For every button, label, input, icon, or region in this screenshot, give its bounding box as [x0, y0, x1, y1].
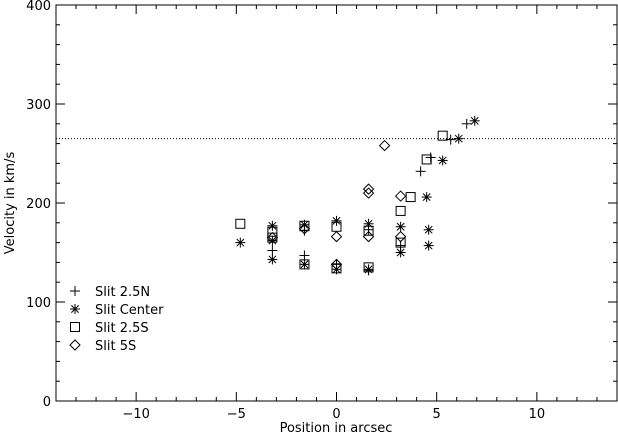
data-point-square [363, 225, 374, 236]
x-tick-label: 5 [433, 407, 441, 422]
data-point-square [363, 262, 374, 273]
legend-marker-plus [70, 286, 80, 296]
data-point-asterisk [395, 221, 406, 232]
data-point-diamond [362, 187, 375, 199]
data-point-asterisk [267, 235, 278, 246]
x-axis-title: Position in arcsec [280, 421, 393, 436]
data-point-asterisk [421, 192, 432, 203]
data-point-diamond [330, 230, 343, 243]
data-point-asterisk [267, 220, 278, 231]
axis-ticks [55, 4, 618, 402]
plot-frame [55, 4, 618, 402]
data-point-square [395, 237, 406, 248]
legend-marker-diamond [69, 339, 81, 351]
data-point-square [395, 205, 406, 216]
data-point-diamond [330, 258, 343, 271]
legend-label: Slit 2.5N [95, 285, 150, 300]
data-point-square [299, 220, 310, 231]
data-point-asterisk [235, 237, 246, 248]
data-point-plus [461, 118, 472, 129]
legend-marker-asterisk [70, 304, 80, 314]
data-point-asterisk [331, 215, 342, 226]
x-tick-label: 0 [332, 407, 340, 422]
data-point-diamond [298, 223, 311, 235]
data-point-plus [415, 166, 426, 177]
y-tick-label: 100 [26, 296, 51, 311]
legend: Slit 2.5N Slit Center Slit 2.5S Slit 5S [69, 285, 164, 354]
data-point-plus [267, 245, 278, 256]
data-point-square [421, 154, 432, 165]
data-point-diamond [378, 139, 391, 152]
data-point-asterisk [267, 254, 278, 265]
data-point-asterisk [363, 218, 374, 229]
data-point-diamond [266, 231, 279, 244]
data-point-diamond [394, 190, 407, 202]
y-tick-label: 200 [26, 197, 51, 212]
data-point-square [235, 218, 246, 229]
data-point-asterisk [423, 240, 434, 251]
data-point-diamond [362, 230, 375, 243]
y-tick-label: 400 [26, 0, 51, 14]
legend-label: Slit 5S [95, 339, 136, 354]
legend-label: Slit 2.5S [95, 321, 149, 336]
data-point-square [405, 192, 416, 203]
data-point-square [331, 263, 342, 274]
x-tick-label: −5 [227, 407, 246, 422]
data-point-asterisk [395, 247, 406, 258]
x-tick-label: −10 [122, 407, 149, 422]
y-axis-title: Velocity in km/s [3, 152, 18, 255]
y-tick-label: 0 [43, 395, 51, 410]
data-point-plus [299, 250, 310, 261]
data-point-asterisk [299, 259, 310, 270]
data-point-asterisk [423, 224, 434, 235]
data-point-asterisk [453, 133, 464, 144]
data-points [235, 115, 480, 276]
data-point-asterisk [363, 264, 374, 275]
data-point-square [267, 226, 278, 237]
data-point-diamond [362, 183, 375, 195]
data-point-square [299, 259, 310, 270]
data-point-square [437, 130, 448, 141]
data-point-asterisk [437, 155, 448, 166]
data-point-asterisk [469, 115, 480, 126]
y-tick-label: 300 [26, 98, 51, 113]
legend-marker-square [70, 322, 80, 332]
legend-label: Slit Center [95, 303, 164, 318]
x-tick-label: 10 [529, 407, 546, 422]
data-point-diamond [394, 230, 407, 243]
